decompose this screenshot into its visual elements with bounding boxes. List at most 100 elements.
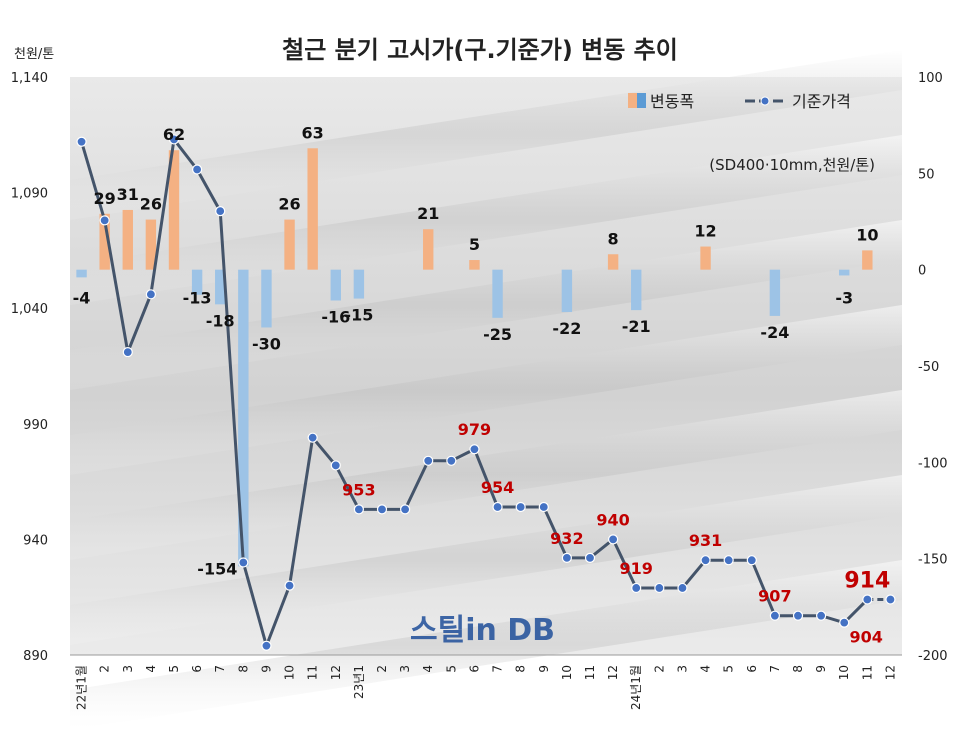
left-axis-tick-label: 1,140 (11, 71, 48, 86)
left-axis-tick-label: 890 (23, 649, 48, 664)
titles: 철근 분기 고시가(구.기준가) 변동 추이 천원/톤 (SD400·10mm,… (14, 36, 875, 174)
bar (284, 219, 295, 270)
bar (261, 269, 272, 328)
price-point (261, 640, 272, 651)
price-point (446, 455, 457, 466)
x-axis-tick-label: 8 (236, 665, 250, 673)
x-axis-tick-label: 6 (467, 665, 481, 673)
watermark-logo: 스틸in DB (410, 613, 555, 648)
legend: 변동폭 기준가격 (628, 92, 851, 111)
bar (238, 269, 249, 567)
x-axis-tick-label: 2 (98, 665, 112, 673)
price-data-label: 914 (844, 569, 890, 594)
x-axis-tick-label: 4 (699, 665, 713, 673)
bar (122, 209, 133, 270)
data-labels: -429 312662-13-18-154-302663-16-15215-25-… (73, 123, 891, 646)
price-data-label: 931 (689, 531, 722, 550)
rebar-band (70, 220, 902, 390)
price-point (145, 289, 156, 300)
bar (76, 269, 87, 278)
legend-bar-swatch-neg (637, 93, 646, 108)
x-axis-tick-label: 7 (213, 665, 227, 673)
price-point (677, 582, 688, 594)
bar-data-label: -18 (206, 311, 235, 330)
rebar-band (70, 135, 902, 305)
x-axis-tick-label: 9 (259, 665, 273, 673)
bar-data-label: 12 (694, 222, 716, 241)
bar (492, 269, 503, 318)
right-axis-tick-label: -50 (918, 360, 939, 375)
price-point (885, 594, 896, 605)
rebar-band (70, 50, 902, 220)
legend-line-marker (760, 96, 770, 106)
bar-data-label: -25 (483, 325, 512, 344)
bar (145, 219, 157, 270)
legend-line-label: 기준가격 (792, 92, 851, 111)
price-point (723, 555, 734, 566)
right-axis-tick-label: 0 (918, 264, 926, 279)
price-point (862, 594, 873, 605)
bar (631, 269, 642, 311)
x-axis-tick-label: 11 (583, 665, 597, 680)
bar (191, 269, 203, 295)
bar (99, 213, 110, 270)
bar-data-label: 8 (608, 229, 619, 248)
price-data-label: 979 (458, 420, 491, 439)
x-axis-tick-label: 12 (606, 665, 620, 680)
price-point (307, 432, 318, 443)
x-axis-tick-label: 24년1월 (629, 665, 643, 710)
x-axis-tick-label: 8 (514, 665, 528, 673)
right-axis-tick-label: -100 (918, 456, 948, 471)
price-point (168, 134, 180, 145)
x-axis-tick-label: 3 (675, 665, 689, 673)
price-point (769, 610, 780, 621)
x-axis-tick-label: 12 (329, 665, 343, 680)
price-point (538, 501, 549, 513)
x-axis-tick-label: 7 (491, 665, 505, 673)
price-data-label: 919 (620, 559, 653, 578)
left-axis-unit: 천원/톤 (14, 47, 54, 62)
x-axis-tick-label: 10 (283, 665, 297, 680)
price-point (816, 610, 827, 621)
bar-data-label: 62 (163, 125, 185, 144)
bar (215, 269, 226, 305)
rebar-band (70, 475, 902, 645)
bar (769, 269, 781, 316)
x-axis-tick-label: 5 (722, 665, 736, 673)
bar-data-label: -3 (835, 289, 853, 308)
bar-data-label: 63 (302, 123, 324, 142)
price-point (122, 347, 133, 358)
bar-data-label: -30 (252, 334, 281, 353)
x-axis-tick-label: 12 (883, 665, 897, 680)
bar-data-label: -24 (760, 323, 789, 342)
price-point (584, 552, 596, 563)
x-axis-tick-label: 2 (375, 665, 389, 673)
x-axis-tick-label: 23년1 (352, 665, 366, 699)
x-axis-tick-label: 22년1월 (75, 665, 89, 710)
price-point (515, 501, 526, 513)
left-axis-tick-label: 1,090 (11, 187, 48, 202)
bar (330, 269, 341, 301)
rebar-background-texture (70, 50, 902, 730)
price-point (492, 501, 503, 513)
price-point (469, 444, 480, 455)
bar-series (76, 148, 873, 567)
price-data-label: 932 (550, 529, 583, 548)
bar-data-label: 29 (94, 189, 116, 208)
bar (168, 150, 180, 270)
price-point (192, 164, 203, 175)
price-point (792, 610, 804, 621)
x-axis-tick-label: 8 (791, 665, 805, 673)
bar (700, 246, 711, 270)
bar (423, 229, 434, 270)
chart-title: 철근 분기 고시가(구.기준가) 변동 추이 (282, 36, 678, 64)
bar-data-label: -4 (73, 289, 91, 308)
bar-data-label: 26 (140, 195, 162, 214)
price-point (839, 617, 850, 628)
x-axis-tick-label: 4 (421, 665, 435, 673)
price-point (376, 504, 388, 515)
price-point (238, 557, 249, 568)
bar-data-label: 5 (469, 235, 480, 254)
x-axis-tick-label: 4 (144, 665, 158, 673)
